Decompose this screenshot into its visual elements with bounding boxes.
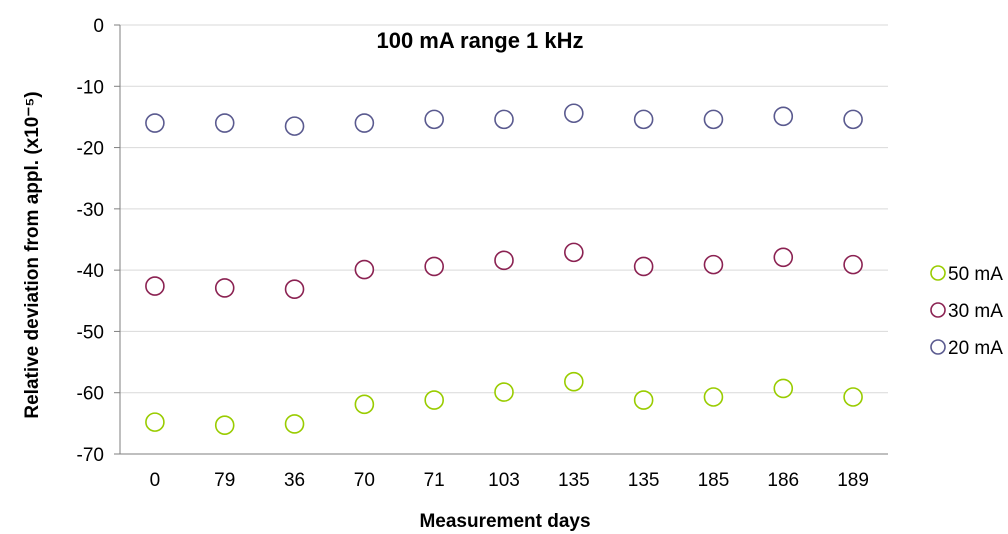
data-point-50-ma [494, 382, 514, 402]
data-point-30-ma [145, 276, 165, 296]
data-point-30-ma [703, 254, 724, 275]
y-tick-label: -30 [77, 200, 104, 221]
data-point-20-ma [145, 113, 165, 133]
y-tick-label: -70 [77, 445, 104, 466]
data-point-50-ma [354, 394, 375, 415]
y-axis-title: Relative deviation from appl. (x10⁻⁵) [22, 91, 43, 418]
x-tick-label: 0 [150, 470, 161, 491]
data-point-30-ma [284, 279, 305, 299]
legend-marker [930, 302, 946, 318]
x-tick-label: 103 [488, 470, 520, 491]
data-point-30-ma [214, 278, 235, 298]
legend: 50 mA 30 mA 20 mA [930, 264, 1003, 359]
data-point-50-ma [633, 390, 654, 410]
data-point-20-ma [773, 106, 794, 127]
data-point-50-ma [145, 412, 165, 432]
data-point-20-ma [424, 109, 444, 130]
gridlines [120, 24, 888, 455]
y-tick-labels: 0 -10 -20 -30 -40 -50 -60 -70 [77, 16, 104, 466]
legend-label: 20 mA [948, 338, 1003, 359]
data-point-30-ma [354, 259, 375, 280]
x-tick-label: 186 [767, 470, 799, 491]
x-tick-labels: 0 79 36 70 71 103 135 135 185 186 189 [150, 470, 869, 491]
x-tick-label: 189 [837, 470, 869, 491]
data-point-50-ma [773, 378, 794, 399]
legend-marker [930, 265, 946, 281]
legend-label: 50 mA [948, 264, 1003, 285]
data-point-50-ma [564, 371, 584, 392]
x-tick-label: 135 [558, 470, 590, 491]
data-point-30-ma [633, 256, 654, 277]
data-point-20-ma [214, 113, 235, 133]
y-tick-label: -20 [77, 139, 104, 160]
y-tick-label: 0 [93, 16, 104, 37]
x-tick-label: 79 [214, 470, 235, 491]
data-point-20-ma [564, 103, 584, 124]
data-point-30-ma [564, 242, 584, 263]
data-point-50-ma [703, 387, 724, 407]
y-tick-label: -60 [77, 384, 104, 405]
data-point-20-ma [354, 113, 375, 133]
y-tick-label: -40 [77, 261, 104, 282]
data-point-50-ma [843, 387, 863, 407]
y-tick-label: -50 [77, 322, 104, 343]
data-point-20-ma [703, 109, 724, 130]
x-tick-label: 135 [628, 470, 660, 491]
axes [114, 24, 888, 455]
x-tick-label: 71 [424, 470, 445, 491]
data-point-30-ma [773, 247, 794, 268]
data-point-30-ma [494, 250, 514, 271]
data-point-20-ma [633, 109, 654, 130]
data-point-20-ma [843, 109, 863, 130]
data-point-30-ma [424, 256, 444, 277]
data-point-50-ma [284, 414, 305, 434]
data-point-20-ma [494, 109, 514, 130]
data-point-30-ma [843, 254, 863, 275]
data-point-50-ma [214, 415, 235, 435]
x-tick-label: 70 [354, 470, 375, 491]
x-axis-title: Measurement days [419, 511, 590, 532]
legend-marker [930, 339, 946, 355]
data-point-20-ma [284, 116, 305, 136]
data-point-50-ma [424, 390, 444, 410]
x-tick-label: 185 [698, 470, 730, 491]
x-tick-label: 36 [284, 470, 305, 491]
chart-title: 100 mA range 1 kHz [376, 28, 583, 53]
legend-label: 30 mA [948, 301, 1003, 322]
y-tick-label: -10 [77, 77, 104, 98]
data-points [145, 103, 863, 435]
